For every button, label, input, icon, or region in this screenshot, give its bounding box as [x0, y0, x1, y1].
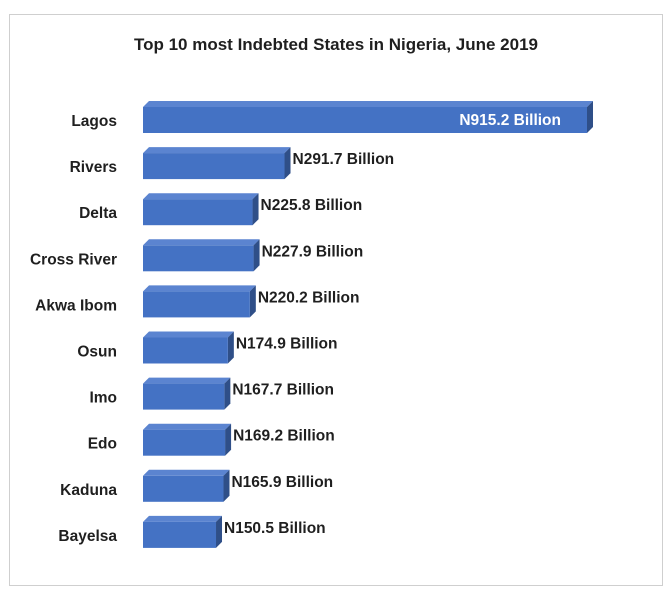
- bar-side-face: [587, 101, 593, 133]
- bar: [143, 337, 228, 364]
- bar: [143, 245, 254, 272]
- bar: [143, 153, 285, 180]
- data-label: N225.8 Billion: [261, 197, 363, 214]
- bar-group: Rivers N291.7 Billion: [70, 147, 395, 180]
- category-label: Bayelsa: [58, 528, 117, 545]
- bar-group: Delta N225.8 Billion: [79, 193, 363, 226]
- data-label: N174.9 Billion: [236, 336, 338, 353]
- bar-top-face: [143, 331, 234, 338]
- data-label: N150.5 Billion: [224, 520, 326, 537]
- bar-side-face: [227, 331, 234, 364]
- data-label: N291.7 Billion: [293, 151, 395, 168]
- bar-top-face: [143, 147, 291, 154]
- bar-side-face: [216, 515, 223, 548]
- bar-top-face: [143, 239, 260, 246]
- bar-side-face: [225, 423, 232, 456]
- bar-side-face: [223, 469, 230, 502]
- data-label: N165.9 Billion: [231, 474, 333, 491]
- bar-top-face: [143, 193, 259, 200]
- category-label: Kaduna: [60, 482, 117, 499]
- bars-layer: Lagos N915.2 Billion Rivers N291.7 Billion D…: [30, 101, 593, 548]
- chart-title: Top 10 most Indebted States in Nigeria, …: [134, 35, 538, 54]
- category-label: Osun: [77, 344, 117, 361]
- bar-side-face: [253, 239, 260, 272]
- bar-group: Imo N167.7 Billion: [89, 377, 334, 410]
- data-label: N167.7 Billion: [232, 382, 334, 399]
- bar-group: Akwa Ibom N220.2 Billion: [35, 285, 360, 318]
- bar-group: Kaduna N165.9 Billion: [60, 469, 333, 502]
- bar-group: Bayelsa N150.5 Billion: [58, 515, 326, 548]
- bar: [143, 475, 224, 502]
- bar-group: Osun N174.9 Billion: [77, 331, 338, 364]
- bar-group: Lagos N915.2 Billion: [71, 101, 593, 133]
- category-label: Edo: [88, 436, 117, 453]
- category-label: Lagos: [71, 113, 117, 130]
- category-label: Imo: [89, 390, 117, 407]
- bar-side-face: [252, 193, 259, 226]
- bar: [143, 291, 250, 318]
- category-label: Cross River: [30, 251, 117, 268]
- bar-top-face: [143, 285, 256, 292]
- data-label: N169.2 Billion: [233, 428, 335, 445]
- bar-top-face: [143, 423, 232, 430]
- bar-top-face: [143, 377, 231, 384]
- bar-side-face: [224, 377, 231, 410]
- data-label: N915.2 Billion: [459, 112, 561, 129]
- bar: [143, 383, 225, 410]
- data-label: N227.9 Billion: [262, 243, 364, 260]
- data-label: N220.2 Billion: [258, 289, 360, 306]
- bar-top-face: [143, 515, 223, 522]
- bar-group: Edo N169.2 Billion: [88, 423, 335, 456]
- bar: [143, 429, 226, 456]
- bar-group: Cross River N227.9 Billion: [30, 239, 364, 272]
- bar-side-face: [284, 147, 291, 180]
- bar: [143, 199, 253, 226]
- bar-top-face: [143, 469, 230, 476]
- bar: [143, 107, 587, 133]
- bar-side-face: [249, 285, 256, 318]
- bar-top-face: [143, 101, 593, 107]
- bar: [143, 521, 217, 548]
- category-label: Delta: [79, 205, 117, 222]
- category-label: Akwa Ibom: [35, 297, 117, 314]
- category-label: Rivers: [70, 159, 117, 176]
